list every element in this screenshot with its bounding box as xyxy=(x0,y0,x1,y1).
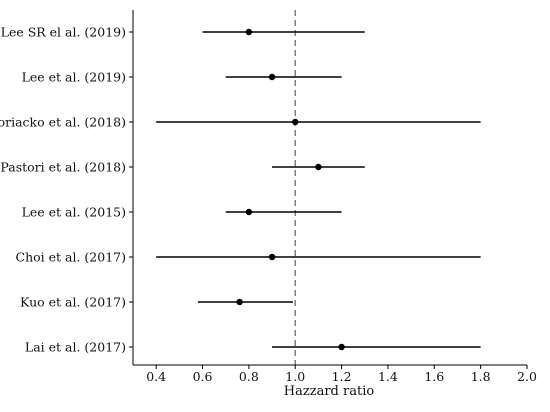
study-label: Pastori et al. (2018) xyxy=(0,160,126,175)
point-estimate xyxy=(315,163,322,171)
study-label: Kuo et al. (2017) xyxy=(20,295,126,310)
point-estimates xyxy=(236,28,345,351)
study-label: Lee et al. (2015) xyxy=(22,205,126,220)
study-label: Lai et al. (2017) xyxy=(25,340,126,355)
study-label: Goriacko et al. (2018) xyxy=(0,115,126,130)
x-tick-label: 1.2 xyxy=(332,369,352,384)
x-axis-title: Hazzard ratio xyxy=(284,384,375,399)
study-label: Lee SR el al. (2019) xyxy=(1,25,126,40)
axes xyxy=(129,10,527,366)
x-tick-label: 1.4 xyxy=(378,369,398,384)
point-estimate xyxy=(268,73,276,81)
study-label: Choi et al. (2017) xyxy=(16,250,126,265)
point-estimate xyxy=(268,253,276,261)
x-tick-label: 0.4 xyxy=(146,369,166,384)
point-estimate xyxy=(236,298,243,306)
confidence-intervals xyxy=(156,31,481,348)
x-tick-label: 1.8 xyxy=(471,369,491,384)
point-estimate xyxy=(245,28,253,36)
study-labels: Lee SR el al. (2019) Lee et al. (2019) Gor… xyxy=(0,25,126,355)
x-tick-label: 1.0 xyxy=(285,369,305,384)
x-tick-label: 0.8 xyxy=(239,369,259,384)
study-label: Lee et al. (2019) xyxy=(22,70,126,85)
x-axis-ticks: 0.4 0.6 0.8 1.0 1.2 1.4 1.6 1.8 2.0 xyxy=(146,365,537,384)
x-tick-label: 2.0 xyxy=(517,369,537,384)
x-tick-label: 0.6 xyxy=(193,369,213,384)
point-estimate xyxy=(245,208,253,216)
point-estimate xyxy=(338,343,345,351)
x-tick-label: 1.6 xyxy=(424,369,444,384)
point-estimate xyxy=(292,118,299,126)
